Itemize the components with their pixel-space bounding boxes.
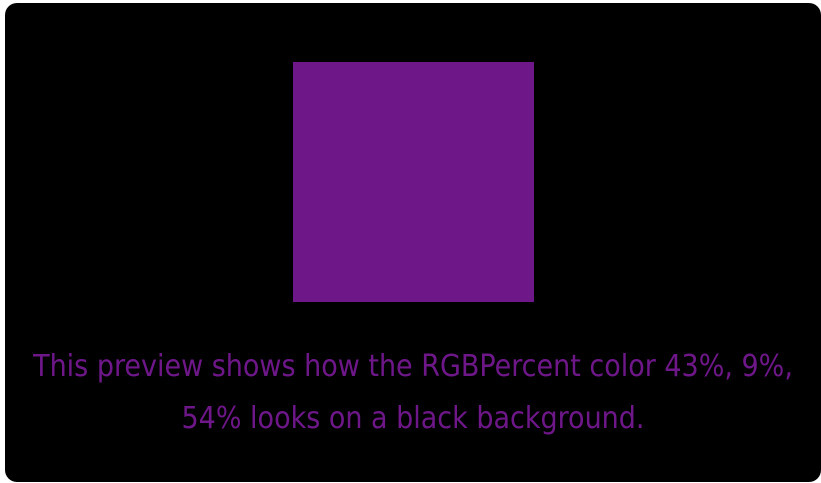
color-preview-panel: This preview shows how the RGBPercent co… [5,3,821,482]
preview-caption: This preview shows how the RGBPercent co… [33,349,793,436]
color-swatch [293,62,534,302]
